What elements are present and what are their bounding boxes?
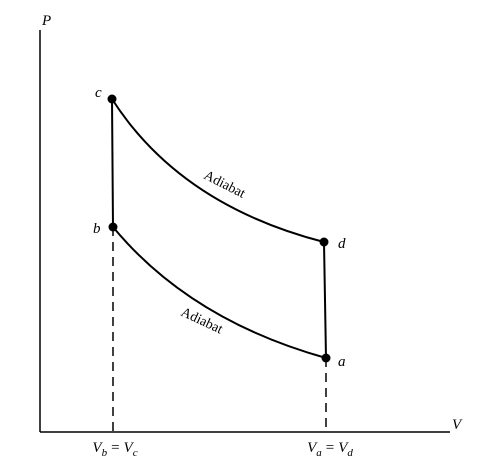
subscript: c: [133, 447, 138, 459]
adiabat-curve: [111, 98, 325, 243]
node-label: c: [95, 85, 102, 101]
node-label: a: [338, 354, 346, 370]
subscript: b: [102, 447, 108, 459]
subscript: d: [347, 447, 353, 459]
state-point: [108, 222, 118, 232]
node-label: b: [93, 221, 101, 237]
x-tick-label: Va = Vd: [307, 440, 353, 459]
edge-label: Adiabat: [201, 168, 247, 202]
state-point: [321, 353, 331, 363]
y-axis-label: P: [41, 13, 51, 29]
symbol: V: [92, 440, 103, 456]
x-tick-label: Vb = Vc: [92, 440, 137, 459]
relation: =: [111, 440, 119, 456]
symbol: V: [338, 440, 349, 456]
relation: =: [326, 440, 334, 456]
node-label: d: [338, 236, 346, 252]
symbol: V: [307, 440, 318, 456]
isochore: [323, 241, 327, 359]
isochore: [111, 98, 114, 228]
state-point: [107, 94, 117, 104]
subscript: a: [316, 447, 322, 459]
symbol: V: [124, 440, 135, 456]
adiabat-curve: [112, 226, 327, 359]
x-axis-label: V: [452, 417, 463, 433]
edge-label: Adiabat: [178, 305, 225, 337]
state-point: [319, 237, 329, 247]
